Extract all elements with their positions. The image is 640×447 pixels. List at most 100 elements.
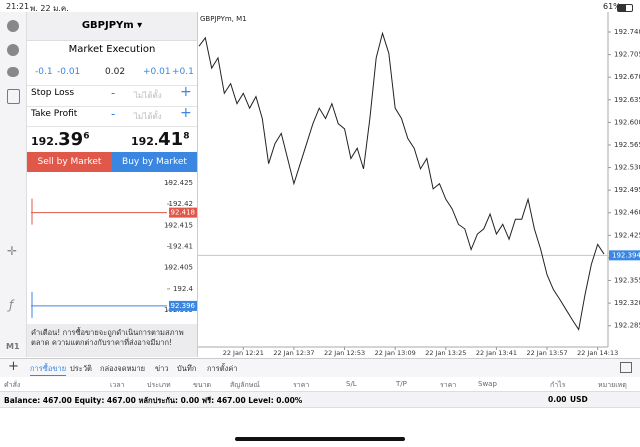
column-header: หมายเหตุ <box>598 381 627 389</box>
status-battery: 61% <box>603 2 621 11</box>
layout-icon[interactable] <box>620 362 632 373</box>
x-tick-label: 22 Jan 13:41 <box>476 349 517 357</box>
column-header: T/P <box>396 380 407 388</box>
battery-icon <box>617 4 633 12</box>
home-indicator <box>235 437 405 441</box>
sell-price: 192.396 <box>31 129 89 150</box>
price-big: 41 <box>158 129 184 150</box>
current-label: 192.394 <box>612 251 640 259</box>
column-header: กำไร <box>550 381 566 389</box>
step[interactable]: +0.01 <box>143 67 171 77</box>
x-tick-label: 22 Jan 13:25 <box>425 349 466 357</box>
balance: Balance: 467.00 Equity: 467.00 หลักประกั… <box>4 396 303 405</box>
tab[interactable]: การซื้อขาย <box>30 363 67 376</box>
y-tick-label: 192.4 <box>173 285 194 293</box>
symbol[interactable]: GBPJPYm ▾ <box>81 20 143 31</box>
y-tick-label: 192.460 <box>614 209 640 217</box>
profit: 0.00 <box>548 395 567 404</box>
icon[interactable] <box>7 67 19 77</box>
chart-title: GBPJPYm, M1 <box>200 15 247 23</box>
column-header: เวลา <box>110 381 125 389</box>
tick-chart: 192.425 192.42 192.415 192.41 192.405 192.4 19… <box>31 179 197 318</box>
price-big: 39 <box>58 129 84 150</box>
price-sup: 8 <box>183 131 190 142</box>
price-sup: 6 <box>83 131 90 142</box>
current-label-bg <box>609 250 640 261</box>
price-head: 192. <box>31 135 59 148</box>
tab[interactable]: ข่าว <box>155 364 169 373</box>
y-tick-label: 192.42 <box>169 200 194 208</box>
plus[interactable]: + <box>180 105 192 121</box>
y-tick-label: 192.425 <box>164 179 193 187</box>
tab[interactable]: บันทึก <box>177 364 197 373</box>
minus[interactable]: - <box>111 107 116 121</box>
tab[interactable]: การตั้งค่า <box>207 364 238 373</box>
y-tick-label: 192.705 <box>614 51 640 59</box>
add-button[interactable]: + <box>8 359 19 374</box>
y-tick-label: 192.425 <box>614 231 640 239</box>
steps: -0.1 -0.01 0.02 +0.01 +0.1 <box>27 67 197 81</box>
balance-row: Balance: 467.00 Equity: 467.00 หลักประกั… <box>0 392 640 408</box>
column-header: Swap <box>478 380 497 388</box>
step[interactable]: -0.01 <box>57 67 81 77</box>
ask-label-bg <box>169 207 197 218</box>
y-tick-label: 192.41 <box>169 243 194 251</box>
bid-label-bg <box>169 300 197 311</box>
y-tick-label: 192.670 <box>614 73 640 81</box>
y-tick-label: 192.320 <box>614 299 640 307</box>
value[interactable]: ไม่ได้ตั้ง <box>134 112 162 121</box>
y-tick-label: 192.530 <box>614 164 640 172</box>
price-head: 192. <box>131 135 159 148</box>
icon[interactable] <box>7 89 20 104</box>
y-tick-label: 192.355 <box>614 277 640 285</box>
column-header: S/L <box>346 380 357 388</box>
value[interactable]: ไม่ได้ตั้ง <box>134 91 162 100</box>
y-tick-label: 192.285 <box>614 322 640 330</box>
sidebar: ✛ ƒ M1 <box>0 12 27 357</box>
step[interactable]: +0.1 <box>172 67 194 77</box>
plus[interactable]: + <box>180 84 192 100</box>
x-tick-label: 22 Jan 13:57 <box>526 349 567 357</box>
buy-button[interactable]: Buy by Market <box>112 152 197 172</box>
y-tick-label: 192.415 <box>164 221 193 229</box>
sell-button[interactable]: Sell by Market <box>27 152 112 172</box>
status-time: 21:21 <box>6 2 30 11</box>
table-header: คำสั่ง เวลา ประเภท ขนาด สัญลักษณ์ ราคา S/L T/P ร… <box>0 377 640 392</box>
ask-label: 192.418 <box>166 209 195 217</box>
step: 0.02 <box>105 67 126 77</box>
bid-label: 192.396 <box>166 302 195 310</box>
icon[interactable] <box>7 44 19 56</box>
order-panel: GBPJPYm ▾ Market Execution -0.1 -0.01 0.02… <box>27 12 198 357</box>
tab-bar: + การซื้อขาย ประวัติ กล่องจดหมาย ข่าว บันทึก… <box>0 358 640 377</box>
x-tick-label: 22 Jan 12:37 <box>273 349 314 357</box>
icon[interactable]: ƒ <box>9 298 14 312</box>
column-header: คำสั่ง <box>4 381 21 389</box>
x-tick-label: 22 Jan 14:13 <box>577 349 618 357</box>
main-chart: GBPJPYm, M1 192.740 192.705 192.670 192.635… <box>198 12 640 357</box>
price-line <box>198 31 605 331</box>
icon[interactable]: ✛ <box>7 244 18 258</box>
icon[interactable] <box>7 20 19 32</box>
y-tick-label: 192.565 <box>614 141 640 149</box>
column-header: สัญลักษณ์ <box>230 381 260 389</box>
step[interactable]: -0.1 <box>35 67 53 77</box>
execution[interactable]: Market Execution <box>68 44 156 55</box>
column-header: ประเภท <box>147 381 171 389</box>
x-tick-label: 22 Jan 12:21 <box>223 349 264 357</box>
tab[interactable]: กล่องจดหมาย <box>100 364 146 373</box>
panel-header <box>27 12 197 41</box>
column-header: ราคา <box>440 381 457 389</box>
y-tick-label: 192.740 <box>614 28 640 36</box>
y-tick-label: 192.495 <box>614 186 640 194</box>
label: Stop Loss <box>31 88 75 98</box>
column-header: ขนาด <box>193 381 212 389</box>
icon[interactable]: M1 <box>6 342 20 351</box>
y-tick-label: 192.635 <box>614 96 640 104</box>
buy-price: 192.418 <box>131 129 189 150</box>
tab[interactable]: ประวัติ <box>70 364 92 373</box>
status-date: พ. 22 ม.ค. <box>30 4 69 13</box>
currency: USD <box>570 395 588 404</box>
minus[interactable]: - <box>111 86 116 100</box>
y-tick-label: 192.600 <box>614 118 640 126</box>
